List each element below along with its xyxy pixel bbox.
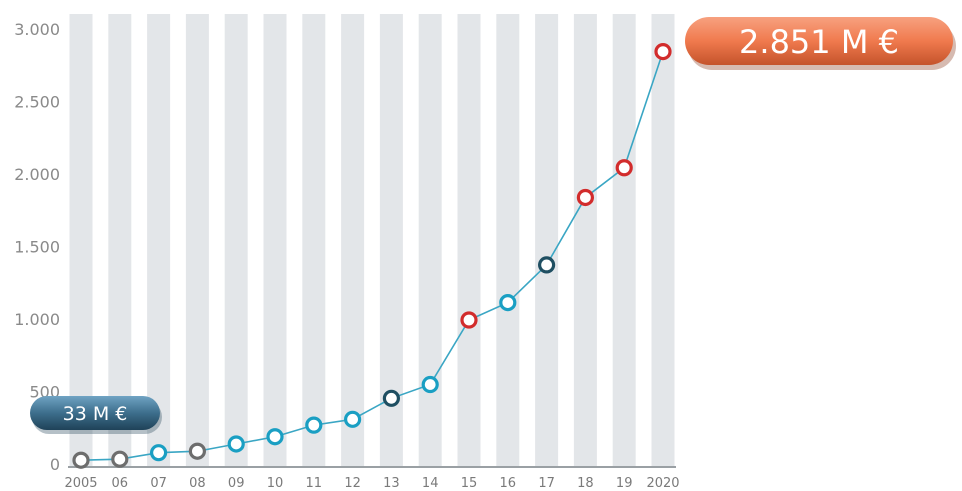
series-line: [80, 51, 664, 462]
y-tick-label: 2.000: [14, 165, 60, 184]
x-tick-label: 18: [577, 476, 594, 491]
data-point: [344, 410, 362, 428]
value-badges: 33 M € 2.851 M €: [30, 17, 956, 434]
x-tick-label: 13: [383, 476, 400, 491]
data-point: [111, 450, 129, 468]
start-value-label: 33 M €: [63, 403, 128, 425]
x-tick-label: 2020: [646, 476, 679, 491]
data-point: [382, 389, 400, 407]
start-badge-shape: [30, 396, 160, 430]
data-points: [72, 43, 672, 469]
x-tick-labels: 2005 06 07 08 09 10 11 12 13 14 15 16 17 18 19 2020: [64, 476, 679, 491]
x-tick-label: 06: [112, 476, 129, 491]
x-tick-label: 12: [344, 476, 361, 491]
grid-band: [612, 14, 636, 467]
y-tick-label: 1.000: [14, 310, 60, 329]
data-point: [615, 159, 633, 177]
grid-band: [147, 14, 171, 467]
data-point: [266, 428, 284, 446]
grid-band: [496, 14, 520, 467]
data-point: [499, 294, 517, 312]
x-tick-label: 10: [267, 476, 284, 491]
y-tick-label: 3.000: [14, 20, 60, 39]
x-tick-label: 19: [616, 476, 633, 491]
x-tick-label: 14: [422, 476, 439, 491]
x-tick-label: 07: [150, 476, 167, 491]
data-point: [460, 311, 478, 329]
grid-band: [302, 14, 326, 467]
x-tick-label: 16: [500, 476, 517, 491]
x-tick-label: 17: [538, 476, 555, 491]
grid-band: [573, 14, 597, 467]
grid-band: [224, 14, 248, 467]
y-tick-label: 0: [50, 455, 60, 474]
data-point: [537, 256, 556, 274]
grid-band: [457, 14, 481, 467]
data-point: [188, 442, 206, 460]
x-tick-label: 08: [189, 476, 206, 491]
data-point: [654, 43, 672, 61]
grid-band: [535, 14, 559, 467]
x-tick-label: 15: [461, 476, 478, 491]
grid-band: [108, 14, 132, 467]
x-tick-label: 2005: [64, 476, 97, 491]
end-value-badge: 2.851 M €: [685, 17, 956, 70]
y-tick-label: 2.500: [14, 93, 60, 112]
x-tick-label: 09: [228, 476, 245, 491]
background-bands: [69, 14, 675, 467]
end-value-label: 2.851 M €: [739, 23, 899, 61]
data-point: [576, 188, 595, 207]
data-point: [305, 416, 323, 434]
x-tick-label: 11: [306, 476, 323, 491]
grid-band: [418, 14, 442, 467]
data-point: [150, 444, 168, 462]
data-point: [421, 375, 439, 394]
grid-band: [379, 14, 403, 467]
grid-band: [651, 14, 675, 467]
grid-band: [263, 14, 287, 467]
grid-band: [69, 14, 93, 467]
grid-band: [185, 14, 209, 467]
start-value-badge: 33 M €: [30, 396, 162, 434]
data-point: [72, 451, 90, 469]
grid-band: [341, 14, 365, 467]
end-badge-shape: [685, 17, 953, 65]
series-line-group: [80, 51, 664, 462]
y-tick-label: 1.500: [14, 238, 60, 257]
data-point: [227, 435, 245, 453]
